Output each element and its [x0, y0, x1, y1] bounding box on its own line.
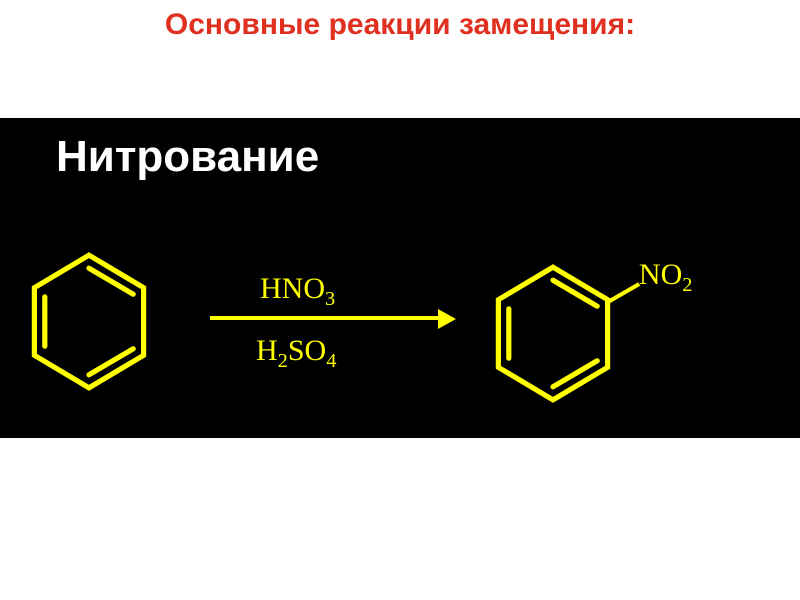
reagent-above-sub: 3 — [325, 288, 335, 310]
reagent-below-4: 4 — [326, 350, 336, 372]
reagent-below-h: H — [256, 334, 278, 367]
arrow-line — [210, 316, 440, 320]
reagent-below-so: SO — [288, 334, 326, 367]
slide-title: Основные реакции замещения: — [0, 0, 800, 42]
reagent-below-2: 2 — [278, 350, 288, 372]
reagent-above: HNO3 — [260, 272, 335, 306]
reaction-row: HNO3 H2SO4 — [0, 238, 800, 428]
slide: Основные реакции замещения: Нитрование H… — [0, 0, 800, 600]
reaction-panel: Нитрование HNO3 — [0, 118, 800, 438]
product-group: NO2 — [488, 262, 738, 445]
substituent-2: 2 — [682, 274, 692, 296]
substituent-no: NO — [639, 258, 682, 291]
reagent-above-text: HNO — [260, 272, 325, 305]
benzene-reactant-icon — [24, 250, 154, 393]
reaction-subtitle: Нитрование — [56, 132, 319, 182]
reagent-below: H2SO4 — [256, 334, 336, 368]
benzene-product-icon — [488, 262, 618, 405]
substituent-label: NO2 — [639, 258, 693, 292]
arrow-head-icon — [438, 309, 456, 329]
